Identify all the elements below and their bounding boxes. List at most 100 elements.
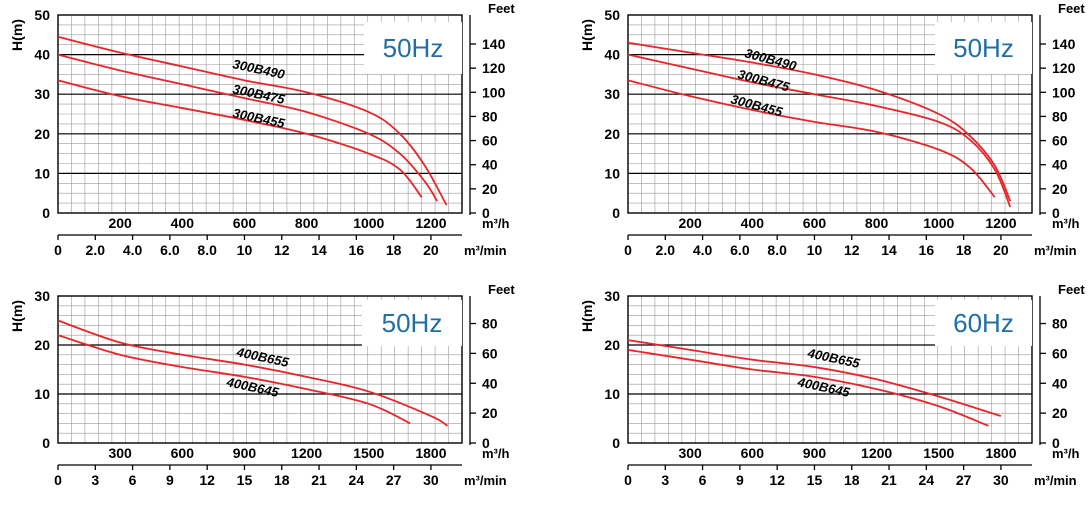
- x2-tick-label: 3: [661, 472, 669, 488]
- x2-tick-label: 24: [919, 472, 935, 488]
- chart-1: 50Hz01020304050H(m)020406080100120140Fee…: [9, 1, 515, 258]
- x2-tick-label: 0: [54, 242, 62, 258]
- x2-tick-label: 6.0: [730, 242, 750, 258]
- hz-box: [935, 22, 1032, 74]
- curve-400B645: [627, 349, 989, 427]
- feet-tick-label: 120: [1052, 60, 1076, 76]
- hz-label: 60Hz: [953, 308, 1014, 338]
- plot-frame: [57, 14, 463, 214]
- feet-tick-label: 140: [1052, 36, 1076, 52]
- feet-axis-title: Feet: [1058, 282, 1085, 297]
- x2-tick-label: 12: [199, 472, 215, 488]
- curve-300B490: [627, 41, 1012, 202]
- x2-tick-label: 30: [993, 472, 1009, 488]
- series-label: 400B655: [234, 344, 290, 370]
- x-tick-label: 800: [865, 215, 889, 231]
- feet-tick-label: 100: [482, 84, 506, 100]
- plot-frame: [57, 295, 463, 444]
- x2-tick-label: 16: [349, 242, 365, 258]
- x2-tick-label: 15: [807, 472, 823, 488]
- x2-tick-label: 10: [807, 242, 823, 258]
- x-tick-label: 600: [741, 445, 765, 461]
- x-tick-label: 1200: [985, 215, 1016, 231]
- x-tick-label: 1500: [353, 445, 384, 461]
- x-tick-label: 1500: [923, 445, 954, 461]
- feet-tick-label: 20: [1052, 181, 1068, 197]
- x2-unit-label: m³/min: [1034, 473, 1077, 488]
- feet-tick-label: 20: [482, 181, 498, 197]
- x-tick-label: 200: [108, 215, 132, 231]
- x2-tick-label: 0: [624, 242, 632, 258]
- feet-tick-label: 140: [482, 36, 506, 52]
- x2-unit-label: m³/min: [1034, 243, 1077, 258]
- y-tick-label: 0: [42, 435, 50, 451]
- y-axis-title: H(m): [579, 19, 595, 51]
- x-tick-label: 200: [678, 215, 702, 231]
- hz-box: [935, 300, 1032, 346]
- feet-tick-label: 60: [482, 345, 498, 361]
- y-tick-label: 20: [34, 126, 50, 142]
- x-tick-label: 300: [678, 445, 702, 461]
- x-tick-label: 400: [171, 215, 195, 231]
- x2-tick-label: 12: [769, 472, 785, 488]
- x2-tick-label: 27: [956, 472, 972, 488]
- x-tick-label: 1200: [291, 445, 322, 461]
- x2-tick-label: 16: [919, 242, 935, 258]
- x-unit-label: m³/h: [1052, 446, 1080, 461]
- x-tick-label: 600: [233, 215, 257, 231]
- x2-tick-label: 4.0: [693, 242, 713, 258]
- x-unit-label: m³/h: [1052, 216, 1080, 231]
- feet-axis-title: Feet: [488, 1, 515, 16]
- series-label: 300B475: [231, 81, 286, 107]
- feet-tick-label: 0: [482, 435, 490, 451]
- chart-2: 50Hz01020304050H(m)020406080100120140Fee…: [579, 1, 1085, 258]
- y-tick-label: 20: [34, 337, 50, 353]
- x-tick-label: 600: [171, 445, 195, 461]
- plot-frame: [627, 295, 1033, 444]
- x2-tick-label: 21: [881, 472, 897, 488]
- y-tick-label: 0: [42, 205, 50, 221]
- plot-frame: [627, 14, 1033, 214]
- x-tick-label: 1200: [415, 215, 446, 231]
- x2-tick-label: 18: [956, 242, 972, 258]
- curve-400B655: [627, 339, 1002, 417]
- y-tick-label: 20: [604, 126, 620, 142]
- x-unit-label: m³/h: [482, 446, 510, 461]
- x-tick-label: 800: [295, 215, 319, 231]
- feet-tick-label: 60: [1052, 345, 1068, 361]
- series-label: 300B455: [729, 91, 785, 119]
- x-tick-label: 1800: [985, 445, 1016, 461]
- x2-tick-label: 18: [844, 472, 860, 488]
- x2-tick-label: 20: [423, 242, 439, 258]
- x-tick-label: 900: [233, 445, 257, 461]
- curve-300B455: [57, 79, 423, 198]
- x-tick-label: 600: [803, 215, 827, 231]
- x-tick-label: 1200: [861, 445, 892, 461]
- x2-tick-label: 6.0: [160, 242, 180, 258]
- x2-tick-label: 18: [274, 472, 290, 488]
- hz-box: [364, 22, 462, 74]
- y-tick-label: 10: [34, 165, 50, 181]
- y-axis-title: H(m): [9, 300, 25, 332]
- feet-tick-label: 40: [482, 375, 498, 391]
- y-tick-label: 30: [604, 86, 620, 102]
- feet-tick-label: 40: [1052, 157, 1068, 173]
- feet-tick-label: 0: [1052, 205, 1060, 221]
- y-tick-label: 10: [604, 165, 620, 181]
- x2-tick-label: 8.0: [197, 242, 217, 258]
- y-tick-label: 40: [604, 47, 620, 63]
- x2-tick-label: 9: [166, 472, 174, 488]
- x2-tick-label: 14: [311, 242, 327, 258]
- x2-tick-label: 24: [349, 472, 365, 488]
- feet-tick-label: 40: [1052, 375, 1068, 391]
- x2-tick-label: 12: [274, 242, 290, 258]
- hz-box: [362, 300, 462, 346]
- hz-label: 50Hz: [382, 308, 443, 338]
- feet-tick-label: 40: [482, 157, 498, 173]
- x-tick-label: 1000: [353, 215, 384, 231]
- x2-tick-label: 21: [311, 472, 327, 488]
- hz-label: 50Hz: [383, 33, 444, 63]
